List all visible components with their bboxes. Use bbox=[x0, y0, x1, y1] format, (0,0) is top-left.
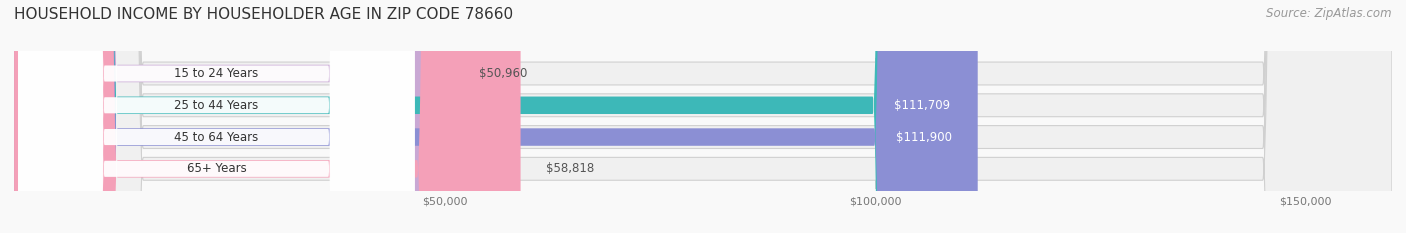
Text: 45 to 64 Years: 45 to 64 Years bbox=[174, 130, 259, 144]
FancyBboxPatch shape bbox=[14, 0, 976, 233]
Text: HOUSEHOLD INCOME BY HOUSEHOLDER AGE IN ZIP CODE 78660: HOUSEHOLD INCOME BY HOUSEHOLDER AGE IN Z… bbox=[14, 7, 513, 22]
FancyBboxPatch shape bbox=[14, 0, 520, 233]
FancyBboxPatch shape bbox=[18, 0, 415, 233]
Text: 25 to 44 Years: 25 to 44 Years bbox=[174, 99, 259, 112]
FancyBboxPatch shape bbox=[14, 0, 453, 233]
Text: $58,818: $58,818 bbox=[547, 162, 595, 175]
FancyBboxPatch shape bbox=[14, 0, 1392, 233]
Text: 65+ Years: 65+ Years bbox=[187, 162, 246, 175]
FancyBboxPatch shape bbox=[14, 0, 1392, 233]
FancyBboxPatch shape bbox=[18, 0, 415, 233]
Text: Source: ZipAtlas.com: Source: ZipAtlas.com bbox=[1267, 7, 1392, 20]
Text: $111,709: $111,709 bbox=[894, 99, 950, 112]
FancyBboxPatch shape bbox=[14, 0, 977, 233]
Text: $50,960: $50,960 bbox=[479, 67, 527, 80]
FancyBboxPatch shape bbox=[14, 0, 1392, 233]
FancyBboxPatch shape bbox=[14, 0, 1392, 233]
Text: $111,900: $111,900 bbox=[896, 130, 952, 144]
FancyBboxPatch shape bbox=[18, 0, 415, 233]
Text: 15 to 24 Years: 15 to 24 Years bbox=[174, 67, 259, 80]
FancyBboxPatch shape bbox=[18, 0, 415, 233]
